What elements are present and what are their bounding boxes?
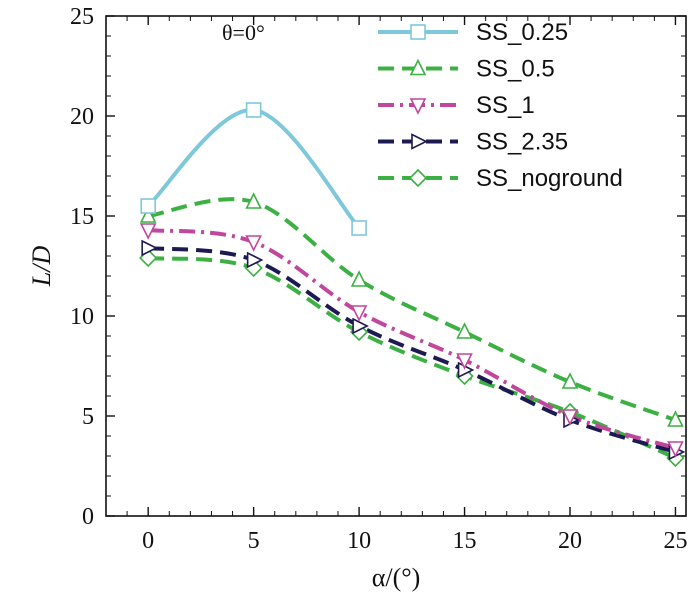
series-line-SS_0.25 <box>146 107 361 230</box>
series-line-SS_1 <box>147 228 677 450</box>
point-SS_1-4 <box>561 409 579 426</box>
legend-label-SS_1: SS_1 <box>476 92 535 119</box>
point-SS_0.25-1 <box>245 102 262 118</box>
legend-marker-SS_1 <box>409 98 427 115</box>
point-SS_2.35-2 <box>352 317 369 335</box>
point-SS_1-1 <box>245 235 262 252</box>
x-tick-label-2: 10 <box>347 528 371 554</box>
legend-marker-SS_0.25 <box>410 24 426 40</box>
y-tick-label-4: 20 <box>70 104 94 130</box>
point-SS_0.25-0 <box>140 198 156 214</box>
point-SS_2.35-0 <box>141 239 158 257</box>
legend-label-SS_2.35: SS_2.35 <box>476 129 568 156</box>
y-tick-label-0: 0 <box>82 504 94 530</box>
y-axis-title: L/D <box>27 246 56 288</box>
legend-marker-SS_0.5 <box>409 58 427 76</box>
x-tick-label-5: 25 <box>663 528 687 554</box>
plot-frame <box>105 15 687 517</box>
y-tick-label-5: 25 <box>70 4 94 30</box>
x-axis-title: α/(°) <box>372 563 421 592</box>
theta-annotation: θ=0° <box>222 20 265 45</box>
axes: 0 5 10 15 20 25 0 5 10 15 20 25 <box>70 4 687 554</box>
point-SS_0.5-1 <box>245 192 262 209</box>
legend: SS_0.25 SS_0.5 SS_1 SS_2.35 SS_noground <box>378 19 623 192</box>
legend-label-SS_noground: SS_noground <box>476 165 623 192</box>
point-SS_1-2 <box>350 305 368 322</box>
x-tick-label-1: 5 <box>248 528 260 554</box>
legend-label-SS_0.5: SS_0.5 <box>476 56 555 83</box>
point-SS_1-3 <box>456 353 473 370</box>
y-tick-label-1: 5 <box>82 404 94 430</box>
series-line-SS_0.5 <box>147 197 677 422</box>
point-SS_1-0 <box>139 223 157 240</box>
legend-marker-SS_2.35 <box>411 133 428 150</box>
legend-label-SS_0.25: SS_0.25 <box>476 19 568 46</box>
point-SS_0.5-4 <box>561 372 579 389</box>
point-SS_0.5-0 <box>139 206 157 223</box>
x-tick-label-0: 0 <box>142 528 154 554</box>
point-SS_0.5-3 <box>456 322 473 339</box>
point-SS_1-5 <box>667 441 684 458</box>
point-SS_0.5-5 <box>667 410 684 427</box>
point-SS_0.25-2 <box>351 220 367 236</box>
point-SS_2.35-1 <box>246 251 264 269</box>
series-lines <box>146 107 677 460</box>
legend-marker-SS_noground <box>408 168 428 188</box>
y-tick-label-3: 15 <box>70 204 94 230</box>
x-tick-label-3: 15 <box>453 528 477 554</box>
point-SS_0.5-2 <box>350 270 368 287</box>
series-markers <box>139 102 686 468</box>
x-tick-label-4: 20 <box>558 528 582 554</box>
series-line-SS_noground <box>147 256 677 460</box>
y-tick-label-2: 10 <box>70 304 94 330</box>
